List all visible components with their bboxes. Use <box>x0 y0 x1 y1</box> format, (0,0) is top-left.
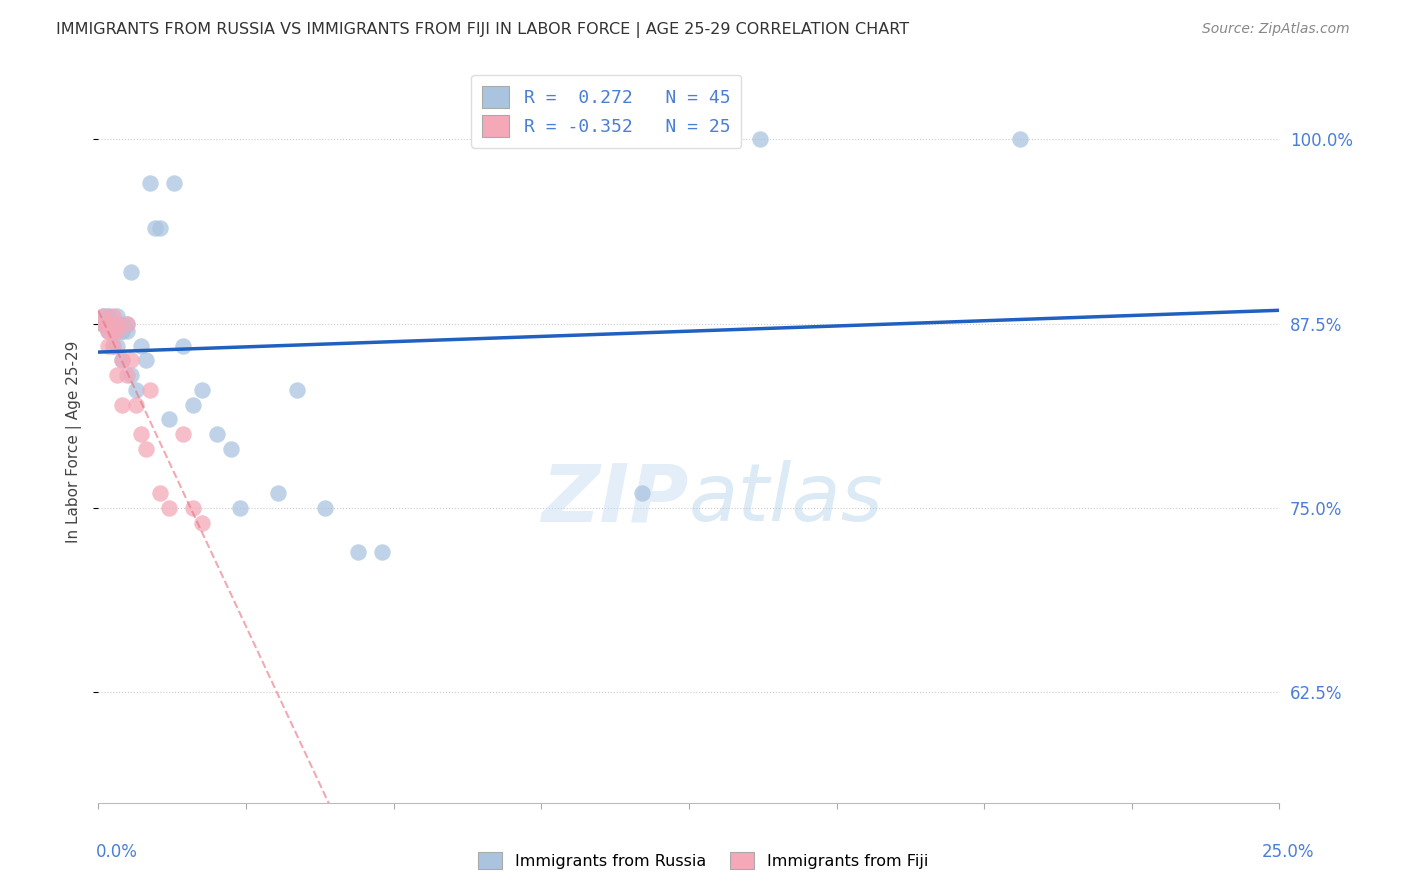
Y-axis label: In Labor Force | Age 25-29: In Labor Force | Age 25-29 <box>66 341 83 542</box>
Point <box>219 442 242 456</box>
Point <box>97 309 120 323</box>
Point <box>97 339 120 353</box>
Point <box>347 545 370 559</box>
Point <box>97 324 120 338</box>
Text: IMMIGRANTS FROM RUSSIA VS IMMIGRANTS FROM FIJI IN LABOR FORCE | AGE 25-29 CORREL: IMMIGRANTS FROM RUSSIA VS IMMIGRANTS FRO… <box>56 22 910 38</box>
Text: 25.0%: 25.0% <box>1263 843 1315 861</box>
Point <box>143 220 166 235</box>
Point <box>748 132 770 146</box>
Point <box>191 516 214 530</box>
Point <box>1008 132 1031 146</box>
Point <box>111 398 134 412</box>
Point <box>129 427 152 442</box>
Point <box>125 398 148 412</box>
Point <box>181 398 204 412</box>
Point <box>135 442 157 456</box>
Text: 0.0%: 0.0% <box>96 843 138 861</box>
Point <box>172 339 194 353</box>
Point <box>101 309 124 323</box>
Point <box>115 317 138 331</box>
Point <box>149 486 172 500</box>
Point <box>149 220 172 235</box>
Point <box>105 324 128 338</box>
Point <box>229 500 252 515</box>
Point <box>105 317 128 331</box>
Point <box>111 353 134 368</box>
Point <box>101 339 124 353</box>
Point <box>101 324 124 338</box>
Legend: Immigrants from Russia, Immigrants from Fiji: Immigrants from Russia, Immigrants from … <box>471 846 935 875</box>
Point <box>267 486 290 500</box>
Point <box>139 383 162 397</box>
Point <box>105 368 128 383</box>
Text: ZIP: ZIP <box>541 460 689 539</box>
Point <box>97 309 120 323</box>
Point <box>91 317 114 331</box>
Point <box>191 383 214 397</box>
Point <box>115 368 138 383</box>
Point <box>157 500 180 515</box>
Point <box>91 309 114 323</box>
Point <box>181 500 204 515</box>
Point <box>371 545 394 559</box>
Point <box>101 317 124 331</box>
Point <box>125 383 148 397</box>
Point <box>91 309 114 323</box>
Point <box>205 427 228 442</box>
Point <box>97 317 120 331</box>
Text: atlas: atlas <box>689 460 884 539</box>
Point <box>111 324 134 338</box>
Legend: R =  0.272   N = 45, R = -0.352   N = 25: R = 0.272 N = 45, R = -0.352 N = 25 <box>471 75 741 148</box>
Point <box>105 324 128 338</box>
Point <box>105 339 128 353</box>
Point <box>135 353 157 368</box>
Point <box>105 309 128 323</box>
Point <box>91 317 114 331</box>
Point <box>630 486 652 500</box>
Point <box>97 324 120 338</box>
Point <box>101 324 124 338</box>
Point <box>111 324 134 338</box>
Point <box>101 317 124 331</box>
Point <box>139 177 162 191</box>
Point <box>101 339 124 353</box>
Point <box>115 324 138 338</box>
Point <box>314 500 336 515</box>
Point <box>111 317 134 331</box>
Point <box>129 339 152 353</box>
Point <box>157 412 180 426</box>
Point <box>163 177 186 191</box>
Point <box>91 317 114 331</box>
Point <box>121 368 143 383</box>
Point <box>97 317 120 331</box>
Point <box>285 383 308 397</box>
Point <box>115 317 138 331</box>
Text: Source: ZipAtlas.com: Source: ZipAtlas.com <box>1202 22 1350 37</box>
Point <box>121 265 143 279</box>
Point <box>105 317 128 331</box>
Point <box>111 353 134 368</box>
Point <box>121 353 143 368</box>
Point <box>172 427 194 442</box>
